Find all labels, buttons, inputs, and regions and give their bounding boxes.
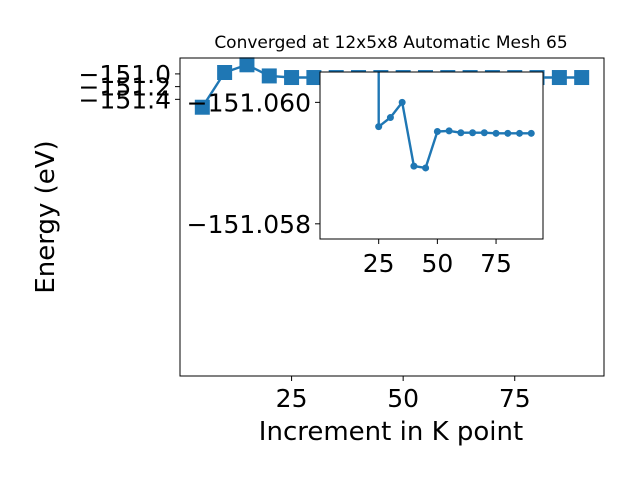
inset-data-point (398, 98, 406, 106)
main-title: Converged at 12x5x8 Automatic Mesh 65 (214, 33, 567, 53)
inset-x-ticks: 25 50 75 (363, 239, 512, 278)
main-data-point (217, 65, 233, 81)
main-y-ticks: −151.0−151.2−151.4 (78, 60, 180, 114)
main-y-tick-label: −151.0 (78, 60, 171, 89)
inset-x-tick-label: 25 (363, 249, 395, 278)
inset-data-point (445, 127, 453, 135)
main-data-point (239, 57, 255, 73)
inset-axes: 25 50 75 −151.058 −151.060 (187, 71, 544, 278)
inset-series (375, 72, 535, 172)
main-data-point (551, 70, 567, 86)
main-x-tick-label: 50 (387, 384, 419, 413)
main-x-label: Increment in K point (259, 417, 523, 447)
main-data-point (306, 70, 322, 86)
main-y-label: Energy (eV) (31, 140, 61, 293)
inset-data-point (433, 128, 441, 136)
inset-data-point (527, 129, 535, 137)
inset-x-tick-label: 75 (480, 249, 512, 278)
inset-data-point (504, 129, 512, 137)
main-x-tick-label: 25 (276, 384, 308, 413)
inset-y-tick-label: −151.058 (187, 210, 311, 239)
inset-y-tick-label: −151.060 (187, 88, 311, 117)
inset-data-point (516, 129, 524, 137)
inset-data-point (492, 129, 500, 137)
main-data-point (574, 70, 590, 86)
main-frame (179, 57, 605, 377)
main-data-point (194, 99, 210, 115)
main-data-point (284, 70, 300, 86)
inset-data-point (410, 162, 418, 170)
inset-frame (319, 71, 544, 240)
inset-y-ticks: −151.058 −151.060 (187, 88, 320, 239)
main-x-tick-label: 75 (499, 384, 531, 413)
main-x-ticks: 25 50 75 (276, 376, 531, 413)
inset-data-point (386, 114, 394, 122)
inset-x-tick-label: 50 (421, 249, 453, 278)
main-y-tick-label: −151.4 (78, 85, 171, 114)
inset-data-point (422, 164, 430, 172)
inset-data-point (457, 129, 465, 137)
inset-data-point (469, 129, 477, 137)
main-y-tick-label: −151.2 (78, 73, 171, 102)
inset-data-point (375, 123, 383, 131)
main-data-point (261, 68, 277, 84)
inset-data-point (480, 129, 488, 137)
inset-background (320, 72, 543, 239)
